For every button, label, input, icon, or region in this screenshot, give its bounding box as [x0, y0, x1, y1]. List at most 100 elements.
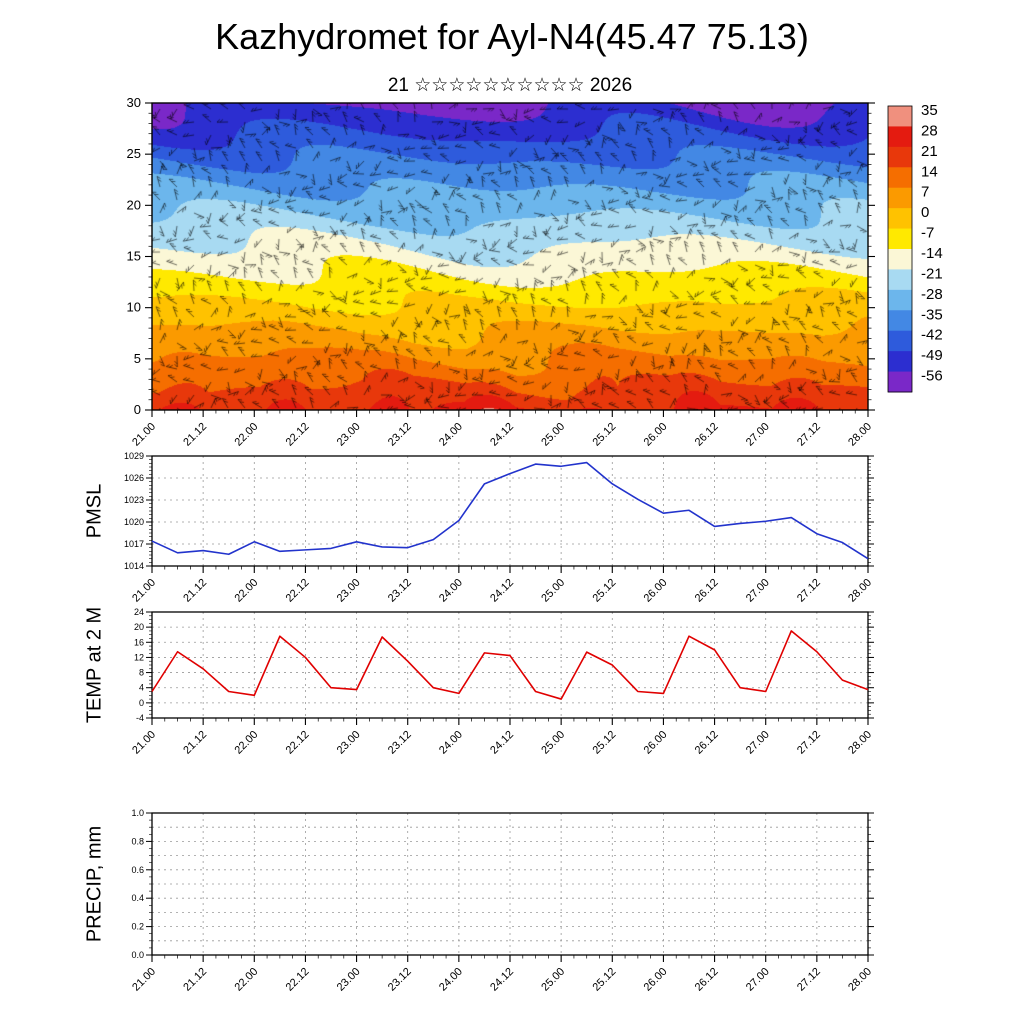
svg-text:26.12: 26.12 — [693, 966, 721, 994]
svg-text:21.12: 21.12 — [181, 729, 209, 757]
svg-text:-56: -56 — [921, 368, 943, 385]
date-subtitle: 21 ☆☆☆☆☆☆☆☆☆☆ 2026 — [387, 75, 633, 96]
page-title: Kazhydromet for Ayl-N4(45.47 75.13) — [215, 16, 809, 57]
svg-text:21.00: 21.00 — [130, 421, 158, 449]
svg-text:8: 8 — [139, 668, 144, 678]
svg-text:-42: -42 — [921, 327, 943, 344]
svg-text:7: 7 — [921, 184, 929, 201]
svg-text:20: 20 — [134, 622, 144, 632]
svg-text:25.00: 25.00 — [539, 421, 567, 449]
svg-text:0: 0 — [139, 698, 144, 708]
svg-text:21.12: 21.12 — [181, 421, 209, 449]
svg-text:1017: 1017 — [124, 539, 144, 549]
pmsl-line — [151, 461, 869, 560]
svg-text:21.00: 21.00 — [130, 577, 158, 605]
svg-text:26.12: 26.12 — [693, 421, 721, 449]
svg-text:23.12: 23.12 — [386, 421, 414, 449]
svg-text:22.12: 22.12 — [284, 421, 312, 449]
svg-text:25.12: 25.12 — [590, 966, 618, 994]
svg-text:22.00: 22.00 — [232, 729, 260, 757]
svg-text:28.00: 28.00 — [846, 421, 874, 449]
svg-text:1029: 1029 — [124, 451, 144, 461]
svg-text:24.00: 24.00 — [437, 577, 465, 605]
svg-text:1020: 1020 — [124, 517, 144, 527]
svg-text:23.12: 23.12 — [386, 729, 414, 757]
svg-text:-14: -14 — [921, 245, 943, 262]
svg-text:26.00: 26.00 — [642, 966, 670, 994]
svg-text:0: 0 — [921, 204, 929, 221]
svg-text:-28: -28 — [921, 286, 943, 303]
svg-text:24.00: 24.00 — [437, 966, 465, 994]
svg-text:26.12: 26.12 — [693, 729, 721, 757]
precip-axis-label: PRECIP, mm — [83, 825, 106, 943]
svg-text:24.12: 24.12 — [488, 966, 516, 994]
svg-text:0.6: 0.6 — [131, 865, 144, 875]
svg-text:12: 12 — [134, 652, 144, 662]
svg-text:22.12: 22.12 — [284, 729, 312, 757]
pmsl-panel: 1014 1017 1020 1023 1026 1029 21.00 21.12 22.00 2… — [124, 451, 874, 605]
svg-text:23.00: 23.00 — [335, 966, 363, 994]
svg-text:21: 21 — [921, 143, 938, 160]
svg-text:14: 14 — [921, 163, 938, 180]
upper-air-axes: 0 5 10 15 20 25 30 21.00 21.12 22.00 22.12 23.00 23.… — [127, 95, 875, 449]
svg-text:27.00: 27.00 — [744, 966, 772, 994]
svg-text:1023: 1023 — [124, 495, 144, 505]
svg-text:24.00: 24.00 — [437, 421, 465, 449]
svg-text:26.12: 26.12 — [693, 577, 721, 605]
svg-text:27.00: 27.00 — [744, 421, 772, 449]
svg-text:16: 16 — [134, 637, 144, 647]
svg-text:24.12: 24.12 — [488, 577, 516, 605]
svg-text:30: 30 — [127, 95, 141, 110]
svg-text:23.00: 23.00 — [335, 421, 363, 449]
svg-text:26.00: 26.00 — [642, 729, 670, 757]
svg-text:28.00: 28.00 — [846, 729, 874, 757]
svg-text:-35: -35 — [921, 306, 943, 323]
svg-text:15: 15 — [127, 249, 141, 264]
svg-text:24: 24 — [134, 607, 144, 617]
svg-text:20: 20 — [127, 197, 141, 212]
svg-text:23.00: 23.00 — [335, 729, 363, 757]
colorbar: 35 28 21 14 7 0 -7 -14 -21 -28 -35 -42 -49 -56 — [887, 102, 943, 393]
temp-line — [151, 630, 869, 700]
temp-axis-label: TEMP at 2 M — [83, 606, 106, 724]
svg-text:21.12: 21.12 — [181, 577, 209, 605]
svg-text:0.0: 0.0 — [131, 950, 144, 960]
svg-text:27.12: 27.12 — [795, 729, 823, 757]
svg-text:25.12: 25.12 — [590, 729, 618, 757]
svg-text:22.00: 22.00 — [232, 421, 260, 449]
svg-text:1014: 1014 — [124, 561, 144, 571]
svg-text:10: 10 — [127, 300, 141, 315]
svg-text:25.00: 25.00 — [539, 966, 567, 994]
svg-text:28.00: 28.00 — [846, 577, 874, 605]
svg-text:22.00: 22.00 — [232, 966, 260, 994]
svg-text:23.12: 23.12 — [386, 577, 414, 605]
pmsl-axis-label: PMSL — [83, 483, 106, 539]
svg-text:0.2: 0.2 — [131, 922, 144, 932]
svg-text:26.00: 26.00 — [642, 421, 670, 449]
svg-text:24.00: 24.00 — [437, 729, 465, 757]
svg-text:27.00: 27.00 — [744, 577, 772, 605]
upper-air-temperature-panel — [152, 103, 868, 410]
svg-text:27.00: 27.00 — [744, 729, 772, 757]
svg-text:22.12: 22.12 — [284, 577, 312, 605]
svg-text:28.00: 28.00 — [846, 966, 874, 994]
svg-text:21.12: 21.12 — [181, 966, 209, 994]
svg-text:27.12: 27.12 — [795, 421, 823, 449]
temp-panel: -4 0 4 8 12 16 20 24 21.00 21.12 22.00 22.12 23.00 23… — [130, 607, 874, 757]
svg-text:-4: -4 — [136, 713, 144, 723]
svg-text:27.12: 27.12 — [795, 966, 823, 994]
svg-text:25.00: 25.00 — [539, 729, 567, 757]
svg-text:25.12: 25.12 — [590, 421, 618, 449]
svg-text:22.00: 22.00 — [232, 577, 260, 605]
svg-text:23.12: 23.12 — [386, 966, 414, 994]
svg-text:25.00: 25.00 — [539, 577, 567, 605]
svg-text:1.0: 1.0 — [131, 808, 144, 818]
svg-text:25.12: 25.12 — [590, 577, 618, 605]
precip-panel: 0.0 0.2 0.4 0.6 0.8 1.0 21.00 21.12 22.00 22.12 23… — [130, 808, 874, 994]
svg-text:35: 35 — [921, 102, 938, 119]
svg-text:22.12: 22.12 — [284, 966, 312, 994]
svg-text:-7: -7 — [921, 225, 934, 242]
svg-text:0.4: 0.4 — [131, 893, 144, 903]
